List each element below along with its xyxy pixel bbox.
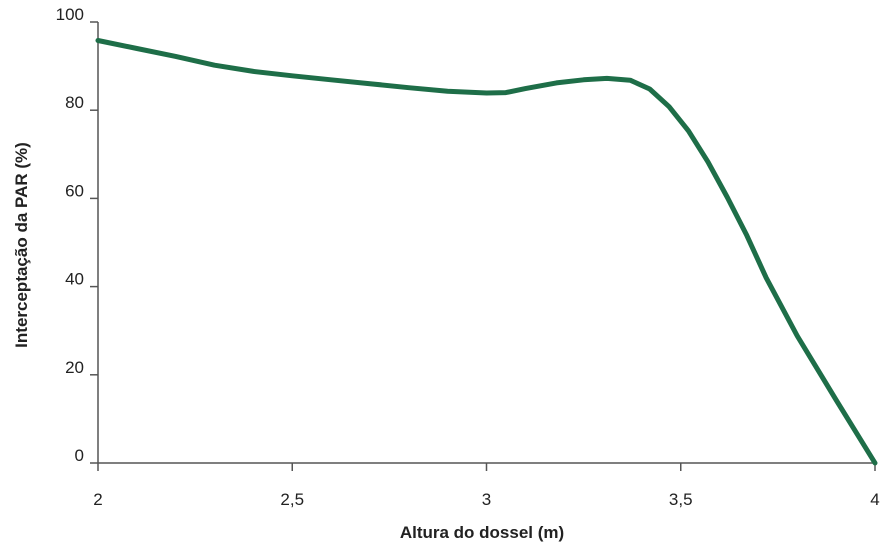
y-tick-label: 0 — [75, 446, 84, 465]
y-tick-label: 80 — [65, 93, 84, 112]
y-tick-label: 100 — [56, 5, 84, 24]
x-tick-label: 2,5 — [280, 490, 304, 509]
y-tick-label: 60 — [65, 181, 84, 200]
y-tick-label: 20 — [65, 358, 84, 377]
x-tick-label: 3 — [482, 490, 491, 509]
x-tick-label: 4 — [870, 490, 879, 509]
series-line — [95, 38, 878, 466]
y-tick-label: 40 — [65, 270, 84, 289]
x-tick-label: 3,5 — [669, 490, 693, 509]
y-ticks: 0 20 40 60 80 100 — [56, 5, 98, 465]
series-layer — [95, 38, 878, 466]
x-ticks: 2 2,5 3 3,5 4 — [93, 463, 880, 509]
x-axis-title: Altura do dossel (m) — [400, 523, 564, 542]
x-tick-label: 2 — [93, 490, 102, 509]
axes — [97, 22, 875, 464]
y-axis-title: Interceptação da PAR (%) — [12, 142, 31, 348]
